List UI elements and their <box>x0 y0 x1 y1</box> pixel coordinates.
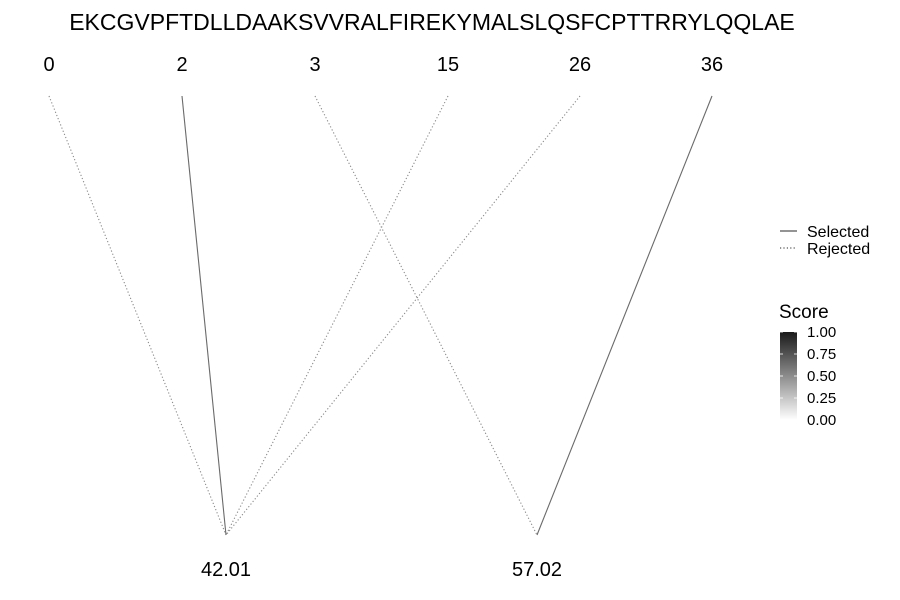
top-labels-group: 0 2 3 15 26 36 <box>43 54 723 76</box>
rejected-edge <box>314 95 538 536</box>
bottom-labels-group: 42.01 57.02 <box>201 559 562 581</box>
rejected-edge <box>225 95 581 536</box>
score-tick-label: 0.75 <box>807 346 836 363</box>
legend-rejected-label: Rejected <box>807 241 870 258</box>
top-node-label: 3 <box>309 54 320 76</box>
score-tick-label: 0.25 <box>807 390 836 407</box>
score-tick-label: 0.50 <box>807 368 836 385</box>
top-node-label: 0 <box>43 54 54 76</box>
score-tick-label: 1.00 <box>807 324 836 341</box>
legend-selected-label: Selected <box>807 224 869 241</box>
score-tick-label: 0.00 <box>807 412 836 429</box>
rejected-edge <box>225 95 449 536</box>
selected-edge <box>181 95 227 536</box>
sequence-title: EKCGVPFTDLLDAAKSVVRALFIREKYMALSLQSFCPTTR… <box>69 9 795 35</box>
bottom-node-label: 57.02 <box>512 559 562 581</box>
line-legend: Selected Rejected <box>780 224 870 258</box>
rejected-edge <box>48 95 227 536</box>
top-node-label: 36 <box>701 54 723 76</box>
selected-edge <box>536 95 713 536</box>
bottom-node-label: 42.01 <box>201 559 251 581</box>
score-ticks-group: 1.00 0.75 0.50 0.25 0.00 <box>780 324 836 429</box>
edges-group <box>48 95 713 536</box>
score-legend-title: Score <box>779 302 829 323</box>
top-node-label: 2 <box>176 54 187 76</box>
score-colorbar <box>780 332 797 420</box>
top-node-label: 15 <box>437 54 459 76</box>
top-node-label: 26 <box>569 54 591 76</box>
score-legend: Score 1.00 0.75 0.50 0.25 0.00 <box>779 302 836 429</box>
